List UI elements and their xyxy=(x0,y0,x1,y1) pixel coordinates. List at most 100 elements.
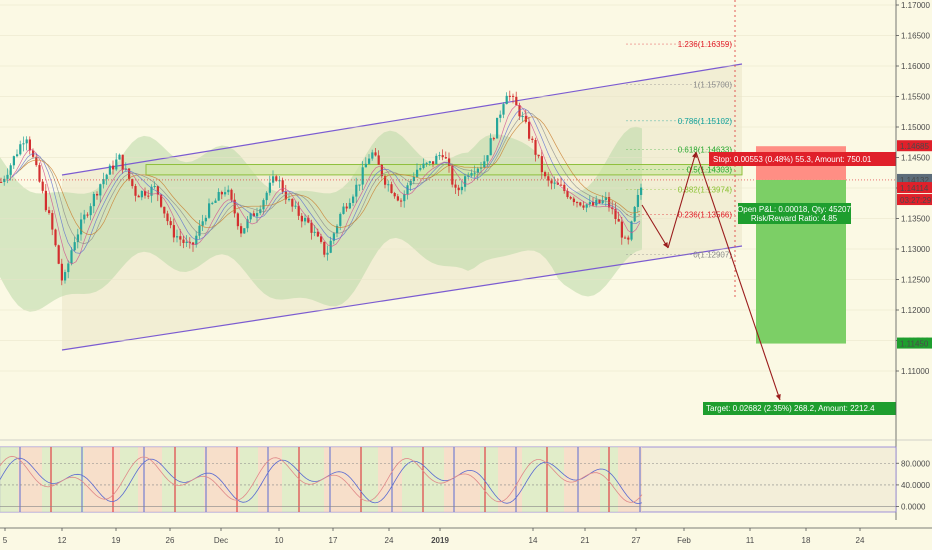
candle-body xyxy=(51,213,54,230)
candle-body xyxy=(364,163,367,168)
candle-body xyxy=(134,186,137,196)
candle-body xyxy=(195,235,198,245)
time-axis-label: 12 xyxy=(58,536,67,545)
candle-body xyxy=(112,165,115,170)
price-axis-label: 1.12500 xyxy=(901,276,930,285)
oscillator-band xyxy=(18,447,42,512)
candle-body xyxy=(233,199,236,214)
candle-body xyxy=(374,152,377,156)
candle-body xyxy=(156,186,159,195)
candle-body xyxy=(524,116,527,122)
candle-body xyxy=(144,190,147,196)
candle-body xyxy=(499,114,502,118)
candle-body xyxy=(121,154,124,170)
oscillator-axis-label: 40.0000 xyxy=(901,481,930,490)
candle-body xyxy=(25,139,28,144)
candle-body xyxy=(236,213,239,227)
candle-body xyxy=(230,189,233,200)
time-axis-label: 27 xyxy=(632,536,641,545)
time-axis-label: Dec xyxy=(214,536,228,545)
candle-body xyxy=(582,205,585,208)
open-pnl-label: Open P&L: 0.00018, Qty: 45207 xyxy=(737,205,851,214)
projection-arrow xyxy=(695,151,781,401)
time-axis-label: 19 xyxy=(112,536,121,545)
candle-body xyxy=(57,245,60,264)
candle-body xyxy=(150,186,153,196)
time-axis-label: 18 xyxy=(802,536,811,545)
candle-body xyxy=(217,191,220,201)
candle-body xyxy=(64,272,67,281)
candle-body xyxy=(377,155,380,165)
candle-body xyxy=(268,182,271,193)
moving-average-line xyxy=(7,104,641,265)
candle-body xyxy=(294,205,297,207)
time-axis-label: 21 xyxy=(581,536,590,545)
candle-body xyxy=(448,158,451,166)
candle-body xyxy=(633,206,636,222)
time-axis-bg xyxy=(0,528,932,550)
price-badge: 1.14685 xyxy=(900,142,929,151)
candle-body xyxy=(256,213,259,217)
candle-body xyxy=(339,213,342,226)
oscillator-axis-label: 80.0000 xyxy=(901,459,930,468)
oscillator-band xyxy=(444,447,480,512)
candle-body xyxy=(96,193,99,196)
candle-body xyxy=(316,231,319,237)
resistance-zone xyxy=(145,164,743,176)
candle-body xyxy=(313,231,316,233)
candle-body xyxy=(489,138,492,156)
candle-body xyxy=(371,152,374,159)
candle-body xyxy=(329,240,332,253)
candle-body xyxy=(67,263,70,273)
price-badge-bg xyxy=(897,140,932,152)
candle-body xyxy=(544,172,547,177)
candle-body xyxy=(28,139,31,151)
candle-body xyxy=(227,189,230,193)
candle-body xyxy=(492,138,495,140)
time-axis-label: 10 xyxy=(275,536,284,545)
candle-body xyxy=(147,195,150,197)
candle-body xyxy=(83,214,86,220)
candle-body xyxy=(38,165,41,182)
oscillator-band xyxy=(360,447,378,512)
candle-body xyxy=(9,165,12,175)
candle-body xyxy=(512,95,515,97)
candle-body xyxy=(265,192,268,201)
candle-body xyxy=(252,213,255,217)
time-axis-label: 26 xyxy=(166,536,175,545)
oscillator-band xyxy=(138,447,162,512)
candle-body xyxy=(553,182,556,184)
candle-body xyxy=(457,187,460,191)
price-axis-label: 1.15000 xyxy=(901,123,930,132)
candle-body xyxy=(563,184,566,191)
oscillator-band xyxy=(162,447,204,512)
candle-body xyxy=(412,176,415,182)
channel-upper-line xyxy=(61,63,743,176)
fib-level-label: 0.618(1.14633) xyxy=(678,145,733,154)
time-axis-label: Feb xyxy=(677,536,691,545)
price-axis-label: 1.16000 xyxy=(901,62,930,71)
candle-body xyxy=(179,236,182,240)
candle-body xyxy=(358,184,361,186)
candle-body xyxy=(550,180,553,184)
stop-label-bg xyxy=(709,152,896,166)
candle-body xyxy=(569,197,572,199)
candle-body xyxy=(627,237,630,240)
candle-body xyxy=(262,200,265,210)
time-axis-label: 2019 xyxy=(431,536,449,545)
price-axis-bg xyxy=(896,0,932,432)
candle-body xyxy=(515,96,518,106)
candle-body xyxy=(3,178,6,183)
candle-body xyxy=(396,196,399,201)
candle-body xyxy=(19,144,22,155)
candle-body xyxy=(534,140,537,155)
projection-arrow xyxy=(641,204,669,249)
candle-body xyxy=(310,222,313,233)
candle-body xyxy=(592,202,595,206)
oscillator-band xyxy=(204,447,240,512)
candle-body xyxy=(390,184,393,193)
candle-body xyxy=(86,214,89,216)
time-axis-label: 24 xyxy=(385,536,394,545)
candle-body xyxy=(438,155,441,157)
